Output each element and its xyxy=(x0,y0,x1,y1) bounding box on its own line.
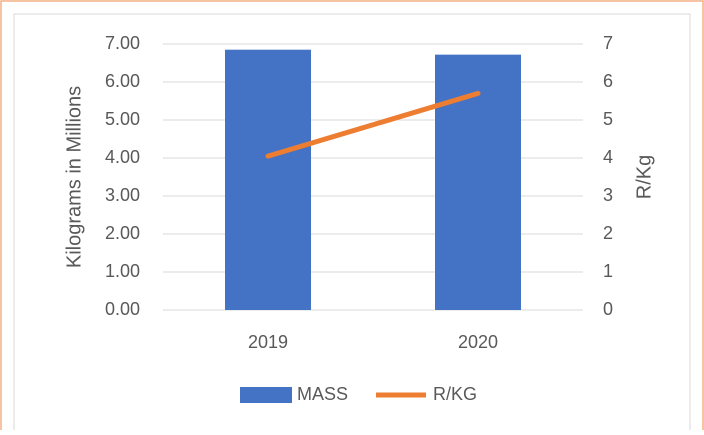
y-tick-label: 4.00 xyxy=(105,147,140,167)
y-tick-label: 3.00 xyxy=(105,185,140,205)
y-tick-label: 6.00 xyxy=(105,71,140,91)
y2-tick-label: 6 xyxy=(603,71,613,91)
legend-label: R/KG xyxy=(433,384,477,404)
x-tick-label: 2020 xyxy=(458,332,498,352)
line xyxy=(265,90,481,159)
x-tick-label: 2019 xyxy=(248,332,288,352)
legend-label: MASS xyxy=(297,384,348,404)
y2-tick-label: 0 xyxy=(603,299,613,319)
y2-tick-label: 4 xyxy=(603,147,613,167)
y2-tick-label: 2 xyxy=(603,223,613,243)
legend-swatch xyxy=(240,387,292,403)
y-tick-label: 5.00 xyxy=(105,109,140,129)
y2-tick-label: 5 xyxy=(603,109,613,129)
y-tick-label: 7.00 xyxy=(105,33,140,53)
bar xyxy=(225,49,311,310)
bar xyxy=(435,54,521,310)
y2-tick-label: 3 xyxy=(603,185,613,205)
y2-tick-label: 7 xyxy=(603,33,613,53)
y2-axis-title: R/Kg xyxy=(633,155,655,199)
y-tick-label: 0.00 xyxy=(105,299,140,319)
y-tick-label: 2.00 xyxy=(105,223,140,243)
y-axis-title: Kilograms in Millions xyxy=(63,86,85,268)
y2-tick-label: 1 xyxy=(603,261,613,281)
y-tick-label: 1.00 xyxy=(105,261,140,281)
